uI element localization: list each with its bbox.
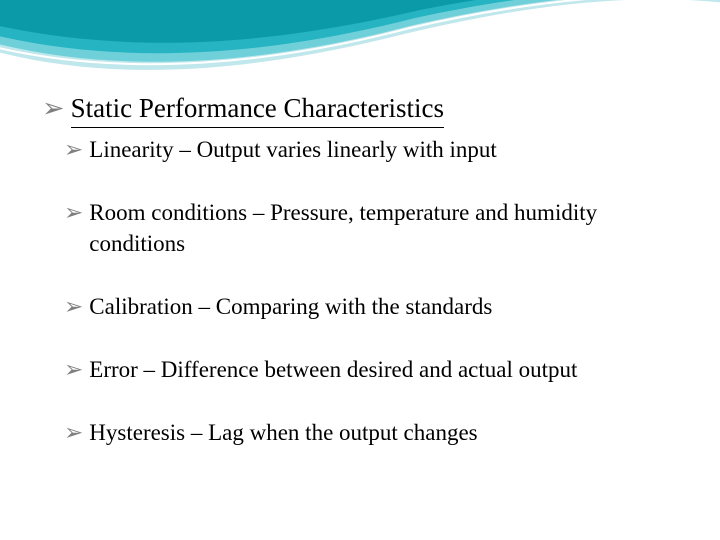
list-item: ➢ Hysteresis – Lag when the output chang… [64, 417, 680, 448]
slide-heading: ➢ Static Performance Characteristics [42, 92, 680, 128]
slide-content: ➢ Static Performance Characteristics ➢ L… [42, 92, 680, 480]
wave-svg [0, 0, 720, 95]
item-text: Hysteresis – Lag when the output changes [89, 417, 477, 448]
list-item: ➢ Calibration – Comparing with the stand… [64, 291, 680, 322]
list-item: ➢ Linearity – Output varies linearly wit… [64, 134, 680, 165]
bullet-list: ➢ Linearity – Output varies linearly wit… [64, 134, 680, 448]
item-bullet: ➢ [64, 417, 83, 448]
item-bullet: ➢ [64, 291, 83, 322]
item-text: Room conditions – Pressure, temperature … [89, 197, 680, 259]
heading-bullet: ➢ [42, 93, 65, 124]
item-text: Error – Difference between desired and a… [89, 354, 577, 385]
list-item: ➢ Room conditions – Pressure, temperatur… [64, 197, 680, 259]
list-item: ➢ Error – Difference between desired and… [64, 354, 680, 385]
decorative-wave [0, 0, 720, 95]
heading-title: Static Performance Characteristics [71, 92, 444, 128]
item-bullet: ➢ [64, 134, 83, 165]
item-bullet: ➢ [64, 354, 83, 385]
item-text: Calibration – Comparing with the standar… [89, 291, 492, 322]
item-text: Linearity – Output varies linearly with … [89, 134, 497, 165]
item-bullet: ➢ [64, 197, 83, 228]
